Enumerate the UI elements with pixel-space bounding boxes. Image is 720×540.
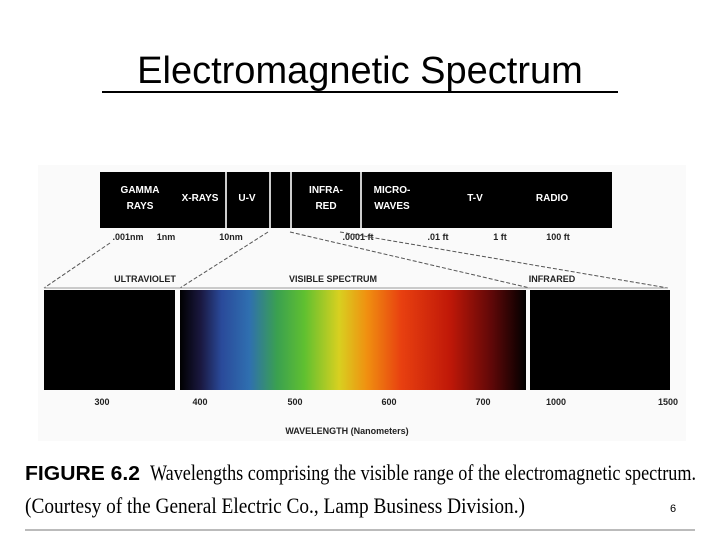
figure: GAMMA RAYS X-RAYS U-V INFRA- RED MICRO- WAVES T-…	[38, 165, 686, 441]
infrared-box	[530, 290, 670, 390]
band-label: INFRA-	[309, 185, 343, 196]
slide-title: Electromagnetic Spectrum	[137, 50, 583, 92]
region-label: INFRARED	[529, 274, 576, 284]
wavelength-label: 1000	[546, 397, 566, 407]
figure-number: FIGURE 6.2	[25, 463, 140, 485]
band-label: RADIO	[536, 193, 568, 204]
scale-label: .001nm	[112, 232, 143, 242]
caption-line: Wavelengths comprising the visible range…	[150, 460, 696, 485]
band-label: MICRO-	[374, 185, 411, 196]
ultraviolet-box	[44, 290, 175, 390]
visible-spectrum-box	[180, 290, 526, 390]
scale-label: .01 ft	[427, 232, 448, 242]
scale-label: 100 ft	[546, 232, 570, 242]
wavelength-label: 300	[94, 397, 109, 407]
wavelength-label: 400	[192, 397, 207, 407]
band-label: RAYS	[127, 201, 154, 212]
band-label: X-RAYS	[182, 193, 219, 204]
band-label: T-V	[467, 193, 483, 204]
wavelength-label: 1500	[658, 397, 678, 407]
wavelength-label: 500	[287, 397, 302, 407]
axis-label: WAVELENGTH (Nanometers)	[285, 426, 408, 436]
region-label: VISIBLE SPECTRUM	[289, 274, 377, 284]
band-label: U-V	[238, 193, 256, 204]
band-label: RED	[315, 201, 336, 212]
wavelength-label: 700	[475, 397, 490, 407]
band-dividers	[225, 172, 362, 228]
region-label: ULTRAVIOLET	[114, 274, 176, 284]
scale-label: 1 ft	[493, 232, 507, 242]
spectrum-band	[100, 172, 612, 228]
zoom-lines	[43, 231, 669, 289]
caption-line: (Courtesy of the General Electric Co., L…	[25, 493, 525, 518]
scale-label: .0001 ft	[342, 232, 373, 242]
band-label: WAVES	[374, 201, 410, 212]
scale-label: 1nm	[157, 232, 176, 242]
wavelength-label: 600	[381, 397, 396, 407]
scale-label: 10nm	[219, 232, 243, 242]
band-label: GAMMA	[121, 185, 160, 196]
page-number: 6	[670, 503, 676, 515]
